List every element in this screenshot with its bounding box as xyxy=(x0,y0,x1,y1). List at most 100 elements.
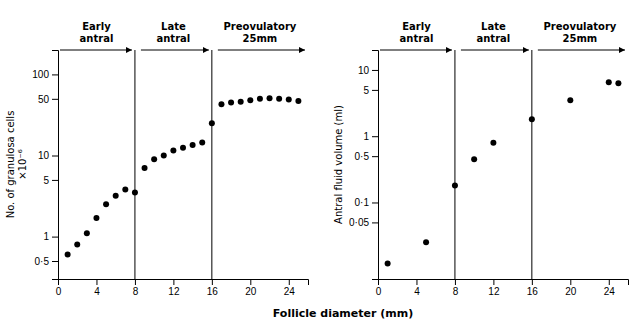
y-tick-label: 1 xyxy=(363,131,369,142)
x-tick-label: 0 xyxy=(376,286,382,297)
x-tick: 8 xyxy=(453,279,459,297)
section-divider xyxy=(211,50,212,279)
text-line: Late xyxy=(481,21,506,32)
point xyxy=(606,79,612,85)
x-tick: 20 xyxy=(565,279,577,297)
point xyxy=(122,187,128,193)
y-tick: 100 xyxy=(32,69,58,80)
section-arrow xyxy=(461,50,529,51)
x-tick-label: 24 xyxy=(604,286,616,297)
x-tick: 12 xyxy=(168,279,180,297)
y-tick-mark xyxy=(372,70,378,71)
point xyxy=(170,148,176,154)
y-tick-mark xyxy=(52,99,58,100)
y-axis-title: No. of granulosa cells×10⁻⁶ xyxy=(5,111,28,219)
point xyxy=(247,97,253,103)
text-line: antral xyxy=(400,33,434,44)
x-tick-mark xyxy=(289,279,290,285)
y-tick-mark xyxy=(52,237,58,238)
chart-svg: 048121620240·5151050100No. of granulosa … xyxy=(0,0,640,323)
y-tick-mark xyxy=(372,136,378,137)
section-divider xyxy=(454,50,455,279)
x-axis-line xyxy=(379,280,629,286)
x-tick-mark xyxy=(250,279,251,285)
section-arrow xyxy=(141,50,209,51)
point xyxy=(228,100,234,106)
point xyxy=(452,183,458,189)
x-tick: 0 xyxy=(56,279,62,297)
x-tick-mark xyxy=(416,279,417,285)
point xyxy=(209,120,215,126)
x-tick: 20 xyxy=(245,279,257,297)
point xyxy=(161,153,167,159)
point xyxy=(257,96,263,102)
x-tick: 8 xyxy=(133,279,139,297)
x-tick-mark xyxy=(532,279,533,285)
x-axis: 0 4 8 12 16 20 24 xyxy=(56,279,309,297)
x-tick: 0 xyxy=(376,279,382,297)
x-tick: 16 xyxy=(207,279,219,297)
y-tick-label: 1 xyxy=(43,231,49,242)
point xyxy=(238,99,244,105)
x-tick-label: 16 xyxy=(207,286,219,297)
y-tick: 0·05 xyxy=(349,217,378,228)
point xyxy=(74,241,80,247)
y-tick-label: 0·1 xyxy=(355,197,370,208)
plot-area xyxy=(65,50,302,279)
y-tick: 0·5 xyxy=(355,151,378,162)
x-tick: 4 xyxy=(414,279,420,297)
y-tick: 50 xyxy=(38,94,58,105)
point xyxy=(276,96,282,102)
text-line: Preovulatory xyxy=(544,21,617,32)
y-tick-label: 5 xyxy=(43,175,49,186)
y-tick: 10 xyxy=(38,150,58,161)
section-label: Lateantral xyxy=(157,21,191,44)
x-tick-label: 8 xyxy=(133,286,139,297)
x-tick-label: 8 xyxy=(453,286,459,297)
point xyxy=(84,230,90,236)
sections: EarlyantralLateantralPreovulatory25mm xyxy=(380,21,625,50)
point xyxy=(529,116,535,122)
x-tick-mark xyxy=(455,279,456,285)
section-label: Earlyantral xyxy=(80,21,114,44)
x-tick-label: 0 xyxy=(56,286,62,297)
x-tick: 24 xyxy=(604,279,616,297)
x-tick: 16 xyxy=(527,279,539,297)
section-arrow xyxy=(218,50,305,51)
x-axis-line xyxy=(59,280,309,286)
point xyxy=(113,193,119,199)
x-tick-mark xyxy=(96,279,97,285)
x-tick-label: 12 xyxy=(488,286,500,297)
sections: EarlyantralLateantralPreovulatory25mm xyxy=(60,21,305,50)
x-tick-label: 24 xyxy=(284,286,296,297)
point xyxy=(490,140,496,146)
text-line: ×10⁻⁶ xyxy=(17,149,28,179)
text-line: Late xyxy=(161,21,186,32)
y-axis: 0·05 0·1 0·5 1 5 10 xyxy=(349,51,379,280)
y-tick: 5 xyxy=(43,175,58,186)
x-tick-mark xyxy=(173,279,174,285)
x-tick: 12 xyxy=(488,279,500,297)
text-line: antral xyxy=(157,33,191,44)
y-tick-mark xyxy=(372,90,378,91)
point xyxy=(295,98,301,104)
point xyxy=(132,189,138,195)
y-tick-label: 0·5 xyxy=(35,256,50,267)
panel: 048121620240·050·10·51510Antral fluid vo… xyxy=(333,21,628,297)
y-tick: 5 xyxy=(363,85,378,96)
point xyxy=(199,139,205,145)
x-tick-label: 12 xyxy=(168,286,180,297)
section-divider xyxy=(134,50,135,279)
point xyxy=(567,97,573,103)
x-tick-mark xyxy=(212,279,213,285)
x-axis-title: Follicle diameter (mm) xyxy=(273,307,413,320)
point xyxy=(65,252,71,258)
section-label: Lateantral xyxy=(477,21,511,44)
text-line: antral xyxy=(80,33,114,44)
x-tick-label: 4 xyxy=(94,286,100,297)
y-tick-label: 50 xyxy=(38,94,50,105)
y-tick: 10 xyxy=(358,65,378,76)
y-tick: 0·1 xyxy=(355,197,378,208)
point xyxy=(471,156,477,162)
section-arrow xyxy=(60,50,132,51)
